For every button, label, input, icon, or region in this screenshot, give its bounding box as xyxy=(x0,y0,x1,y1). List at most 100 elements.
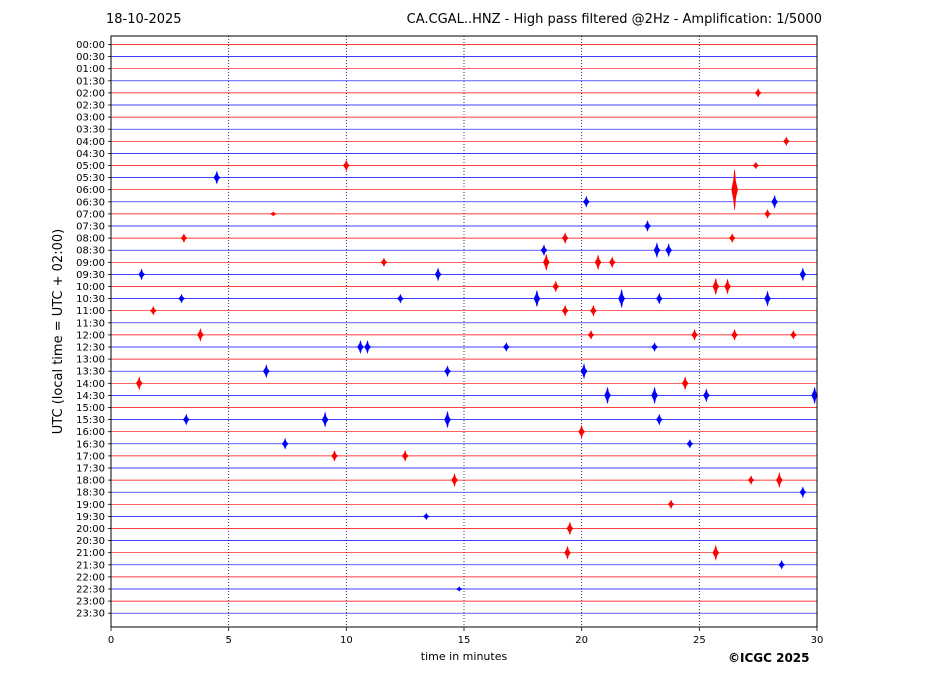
seismic-event xyxy=(213,170,221,185)
seismic-event xyxy=(651,342,659,352)
y-tick-label: 07:30 xyxy=(76,222,105,233)
seismic-event xyxy=(135,376,143,391)
seismic-event xyxy=(811,387,819,404)
seismic-event xyxy=(331,450,338,462)
y-tick-label: 02:30 xyxy=(76,101,105,112)
seismic-event xyxy=(778,560,786,570)
x-tick-label: 20 xyxy=(575,635,588,646)
y-tick-label: 01:00 xyxy=(76,64,105,75)
seismic-event xyxy=(397,293,404,304)
y-tick-label: 21:30 xyxy=(76,560,105,571)
seismic-event xyxy=(561,232,569,244)
plot-frame xyxy=(110,35,818,628)
seismic-event xyxy=(197,327,204,342)
seismic-event xyxy=(724,278,731,295)
x-tick-label: 0 xyxy=(108,635,114,646)
seismic-event xyxy=(644,220,651,232)
seismic-event xyxy=(782,136,790,147)
seismic-event xyxy=(618,289,626,308)
seismic-event xyxy=(281,437,289,450)
seismic-event xyxy=(364,339,371,355)
y-tick-label: 18:00 xyxy=(76,476,105,487)
seismic-event xyxy=(747,475,755,485)
seismic-event xyxy=(502,342,510,352)
copyright-label: ©ICGC 2025 xyxy=(728,651,810,665)
seismic-event xyxy=(540,244,548,257)
y-tick-label: 17:30 xyxy=(76,464,105,475)
y-tick-label: 20:00 xyxy=(76,524,105,535)
seismic-event xyxy=(138,268,146,281)
seismic-event xyxy=(590,304,597,317)
seismic-event xyxy=(269,211,278,217)
y-tick-label: 14:30 xyxy=(76,391,105,402)
seismic-event xyxy=(776,471,783,489)
seismic-event xyxy=(667,499,675,510)
seismic-event xyxy=(422,512,430,520)
x-tick-label: 25 xyxy=(693,635,706,646)
seismic-event xyxy=(587,330,595,340)
seismic-event xyxy=(564,545,571,560)
seismic-event xyxy=(543,254,550,271)
x-tick-label: 5 xyxy=(225,635,231,646)
y-tick-label: 08:30 xyxy=(76,246,105,257)
y-tick-label: 11:00 xyxy=(76,306,105,317)
seismic-event xyxy=(655,292,663,305)
seismic-event xyxy=(799,486,807,499)
y-tick-label: 19:30 xyxy=(76,512,105,523)
x-tick-labels: 0 5 10 15 20 25 30 xyxy=(108,627,824,646)
x-axis-label: time in minutes xyxy=(421,650,508,663)
seismic-event xyxy=(771,194,779,209)
y-axis-label: UTC (local time = UTC + 02:00) xyxy=(51,229,66,434)
seismic-event xyxy=(665,243,673,258)
seismic-event xyxy=(703,388,710,403)
y-tick-label: 01:30 xyxy=(76,76,105,87)
y-tick-label: 00:00 xyxy=(76,40,105,51)
chart-title: CA.CGAL..HNZ - High pass filtered @2Hz -… xyxy=(406,12,822,27)
y-tick-label: 08:00 xyxy=(76,234,105,245)
seismic-event xyxy=(451,473,458,488)
seismic-event xyxy=(180,233,188,243)
seismic-event xyxy=(578,424,586,439)
y-tick-label: 12:00 xyxy=(76,330,105,341)
seismic-events xyxy=(135,88,819,592)
y-tick-label: 12:30 xyxy=(76,343,105,354)
seismic-event xyxy=(681,376,689,391)
seismic-event xyxy=(149,305,157,316)
y-tick-label: 22:00 xyxy=(76,572,105,583)
seismic-event xyxy=(182,413,190,426)
y-tick-label: 05:00 xyxy=(76,161,105,172)
seismic-event xyxy=(608,256,616,269)
x-tick-label: 30 xyxy=(811,635,824,646)
y-tick-label: 10:30 xyxy=(76,294,105,305)
seismic-event xyxy=(444,411,451,428)
y-tick-label: 06:30 xyxy=(76,197,105,208)
date-label: 18-10-2025 xyxy=(106,12,182,27)
seismic-event xyxy=(380,257,388,268)
y-tick-label: 09:00 xyxy=(76,258,105,269)
seismic-event xyxy=(752,161,760,170)
y-tick-label: 23:30 xyxy=(76,609,105,620)
y-tick-label: 07:00 xyxy=(76,209,105,220)
y-tick-label: 04:30 xyxy=(76,149,105,160)
seismic-event xyxy=(401,450,409,462)
seismic-event xyxy=(728,233,736,243)
seismic-event xyxy=(566,521,574,536)
y-tick-label: 00:30 xyxy=(76,52,105,63)
seismic-event xyxy=(594,254,602,271)
seismic-event xyxy=(764,209,772,219)
y-tick-label: 22:30 xyxy=(76,585,105,596)
y-tick-label: 16:00 xyxy=(76,427,105,438)
seismic-event xyxy=(790,330,797,340)
y-tick-label: 13:30 xyxy=(76,367,105,378)
trace-rows xyxy=(111,44,817,614)
seismic-event xyxy=(712,544,720,561)
seismic-event xyxy=(444,365,451,378)
seismic-event xyxy=(434,267,442,282)
seismic-event xyxy=(533,290,541,307)
y-tick-label: 05:30 xyxy=(76,173,105,184)
seismic-event xyxy=(455,586,464,592)
seismic-event xyxy=(357,339,364,355)
seismic-event xyxy=(655,413,663,426)
y-tick-label: 19:00 xyxy=(76,500,105,511)
y-tick-label: 06:00 xyxy=(76,185,105,196)
